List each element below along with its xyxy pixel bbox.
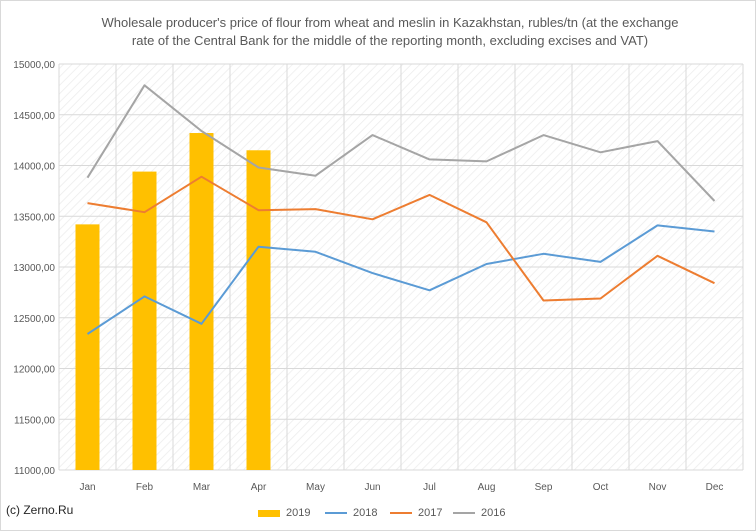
y-tick-label: 14500,00 bbox=[13, 111, 55, 122]
bar-2019 bbox=[132, 171, 157, 470]
bar-2019 bbox=[75, 224, 100, 470]
legend-label: 2019 bbox=[286, 507, 311, 519]
bar-2019 bbox=[246, 150, 271, 470]
x-tick-label: Feb bbox=[136, 482, 154, 493]
y-tick-label: 11000,00 bbox=[14, 466, 55, 477]
series-line-2017 bbox=[87, 175, 715, 302]
y-tick-label: 11500,00 bbox=[14, 415, 55, 426]
y-tick-label: 13500,00 bbox=[13, 212, 55, 223]
x-tick-label: Aug bbox=[478, 482, 496, 493]
legend-swatch bbox=[390, 512, 412, 514]
legend-swatch bbox=[258, 509, 280, 517]
series-line-2016 bbox=[86, 84, 716, 202]
x-tick-label: Jan bbox=[79, 482, 95, 493]
x-tick-label: Jul bbox=[423, 482, 436, 493]
legend-item-2019: 2019 bbox=[258, 505, 310, 521]
chart-title: Wholesale producer's price of flour from… bbox=[101, 15, 679, 48]
y-tick-label: 14000,00 bbox=[13, 162, 55, 173]
legend-swatch bbox=[325, 512, 347, 514]
x-tick-label: Nov bbox=[649, 482, 667, 493]
legend-label: 2017 bbox=[418, 507, 443, 519]
series-line-2018 bbox=[86, 224, 715, 335]
legend-item-2018: 2018 bbox=[325, 505, 377, 521]
x-tick-label: Dec bbox=[706, 482, 724, 493]
legend-item-2016: 2016 bbox=[453, 505, 505, 521]
legend-label: 2018 bbox=[353, 507, 378, 519]
x-tick-label: Oct bbox=[593, 482, 609, 493]
x-tick-label: Jun bbox=[364, 482, 380, 493]
y-tick-label: 15000,00 bbox=[13, 60, 55, 71]
x-tick-label: Mar bbox=[193, 482, 211, 493]
y-tick-label: 13000,00 bbox=[13, 263, 55, 274]
x-tick-label: May bbox=[306, 482, 325, 493]
legend-swatch bbox=[453, 512, 475, 514]
watermark: (c) Zerno.Ru bbox=[6, 503, 74, 517]
bar-2019 bbox=[189, 133, 214, 470]
y-tick-label: 12500,00 bbox=[13, 314, 55, 325]
legend: 2019 2018 2017 2016 bbox=[0, 505, 756, 523]
x-tick-label: Sep bbox=[535, 482, 553, 493]
x-tick-label: Apr bbox=[251, 482, 267, 493]
legend-item-2017: 2017 bbox=[390, 505, 442, 521]
legend-label: 2016 bbox=[481, 507, 506, 519]
y-tick-label: 12000,00 bbox=[13, 365, 55, 376]
